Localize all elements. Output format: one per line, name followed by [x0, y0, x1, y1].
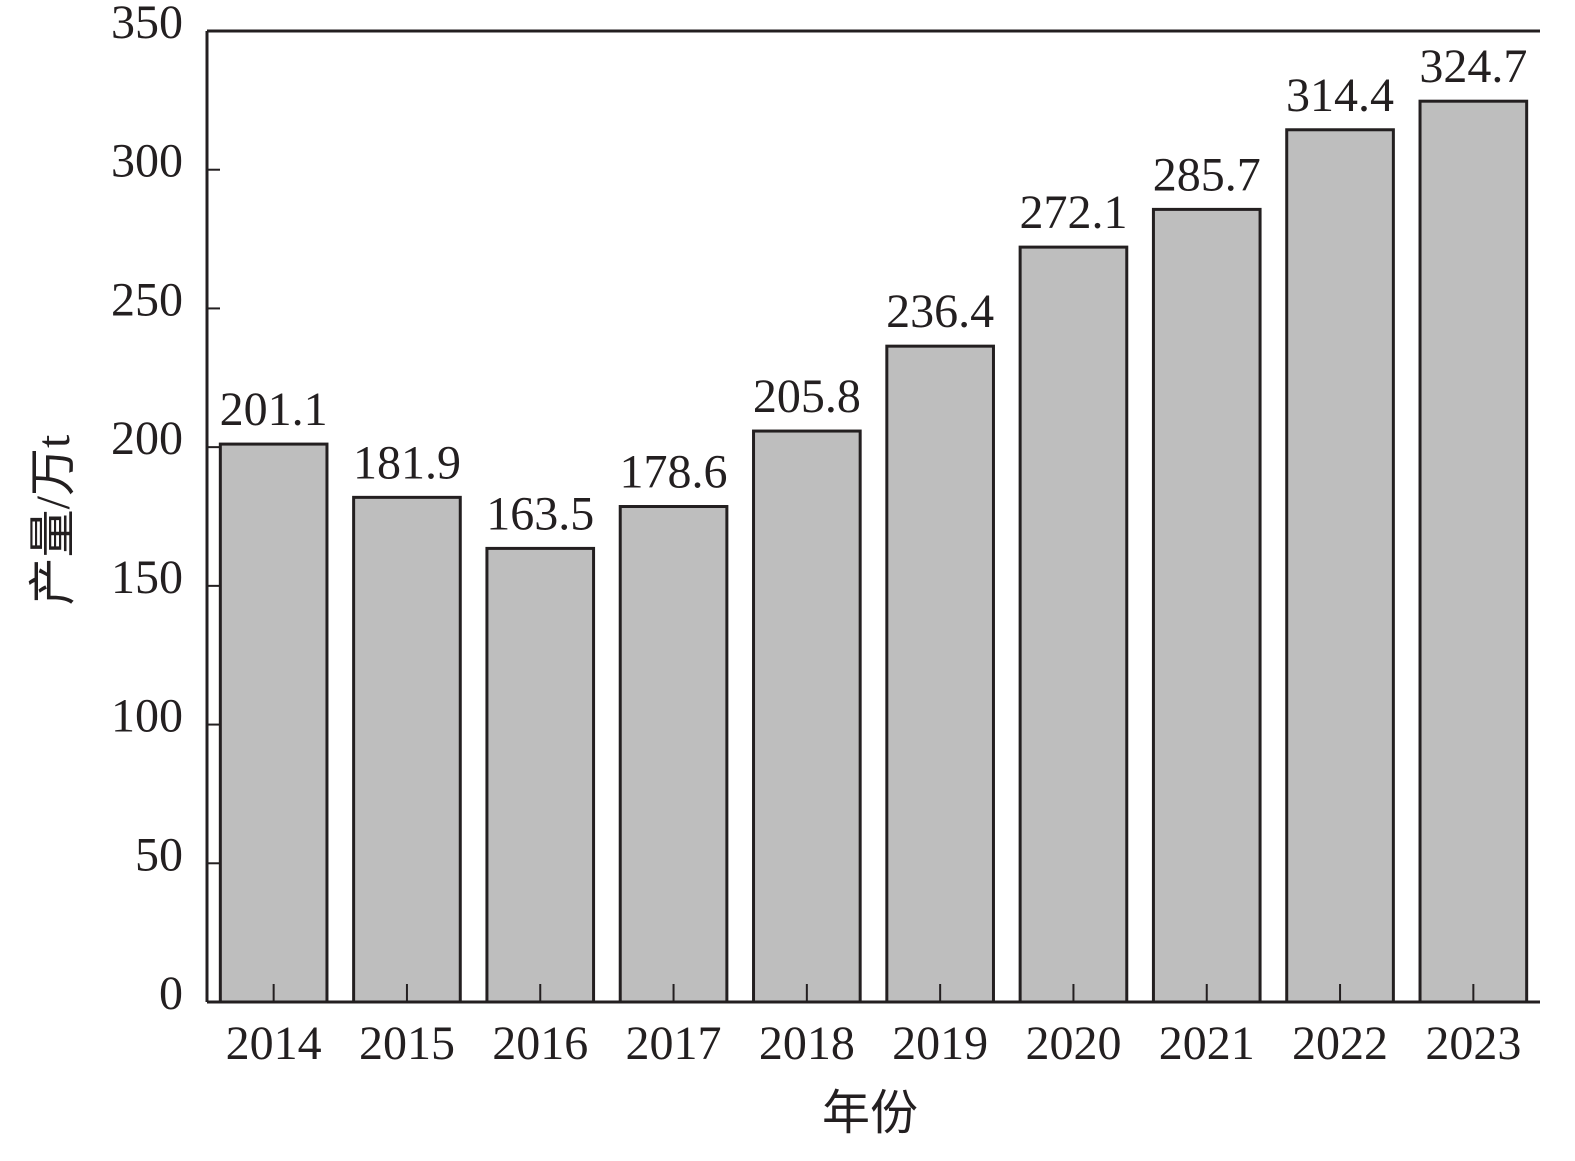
- y-tick-label: 300: [111, 135, 183, 188]
- x-tick-label: 2023: [1425, 1017, 1521, 1070]
- x-tick-label: 2015: [359, 1017, 455, 1070]
- bar: [752, 429, 862, 1004]
- x-tick-label: 2018: [759, 1017, 855, 1070]
- data-label: 178.6: [620, 446, 728, 499]
- data-label: 201.1: [220, 383, 328, 436]
- x-tick-label: 2019: [892, 1017, 988, 1070]
- x-tick-label: 2014: [226, 1017, 322, 1070]
- x-tick-label: 2021: [1159, 1017, 1255, 1070]
- data-label: 205.8: [753, 370, 861, 423]
- x-tick-label: 2017: [626, 1017, 722, 1070]
- x-tick-label: 2022: [1292, 1017, 1388, 1070]
- y-tick-label: 50: [135, 828, 183, 881]
- y-tick-label: 0: [159, 967, 183, 1020]
- data-label: 163.5: [486, 487, 594, 540]
- x-tick-label: 2016: [492, 1017, 588, 1070]
- x-tick-label: 2020: [1025, 1017, 1121, 1070]
- y-tick-label: 100: [111, 690, 183, 743]
- data-label: 236.4: [886, 285, 994, 338]
- data-label: 285.7: [1153, 148, 1261, 201]
- y-axis-label: 产量/万t: [27, 434, 80, 605]
- y-tick-label: 200: [111, 412, 183, 465]
- bar: [218, 442, 329, 1004]
- data-label: 181.9: [353, 436, 461, 489]
- bar: [352, 495, 462, 1004]
- bar: [1418, 99, 1529, 1004]
- bar: [885, 344, 995, 1004]
- bar: [1151, 207, 1262, 1004]
- data-label: 272.1: [1019, 186, 1127, 239]
- data-label: 324.7: [1419, 40, 1527, 93]
- bar: [618, 505, 729, 1004]
- bar: [1285, 128, 1395, 1004]
- x-axis-label: 年份: [822, 1087, 918, 1140]
- y-tick-label: 150: [111, 551, 183, 604]
- bar: [1018, 245, 1129, 1004]
- y-tick-label: 250: [111, 273, 183, 326]
- bar: [485, 546, 596, 1004]
- data-label: 314.4: [1286, 69, 1394, 122]
- y-tick-label: 350: [111, 0, 183, 49]
